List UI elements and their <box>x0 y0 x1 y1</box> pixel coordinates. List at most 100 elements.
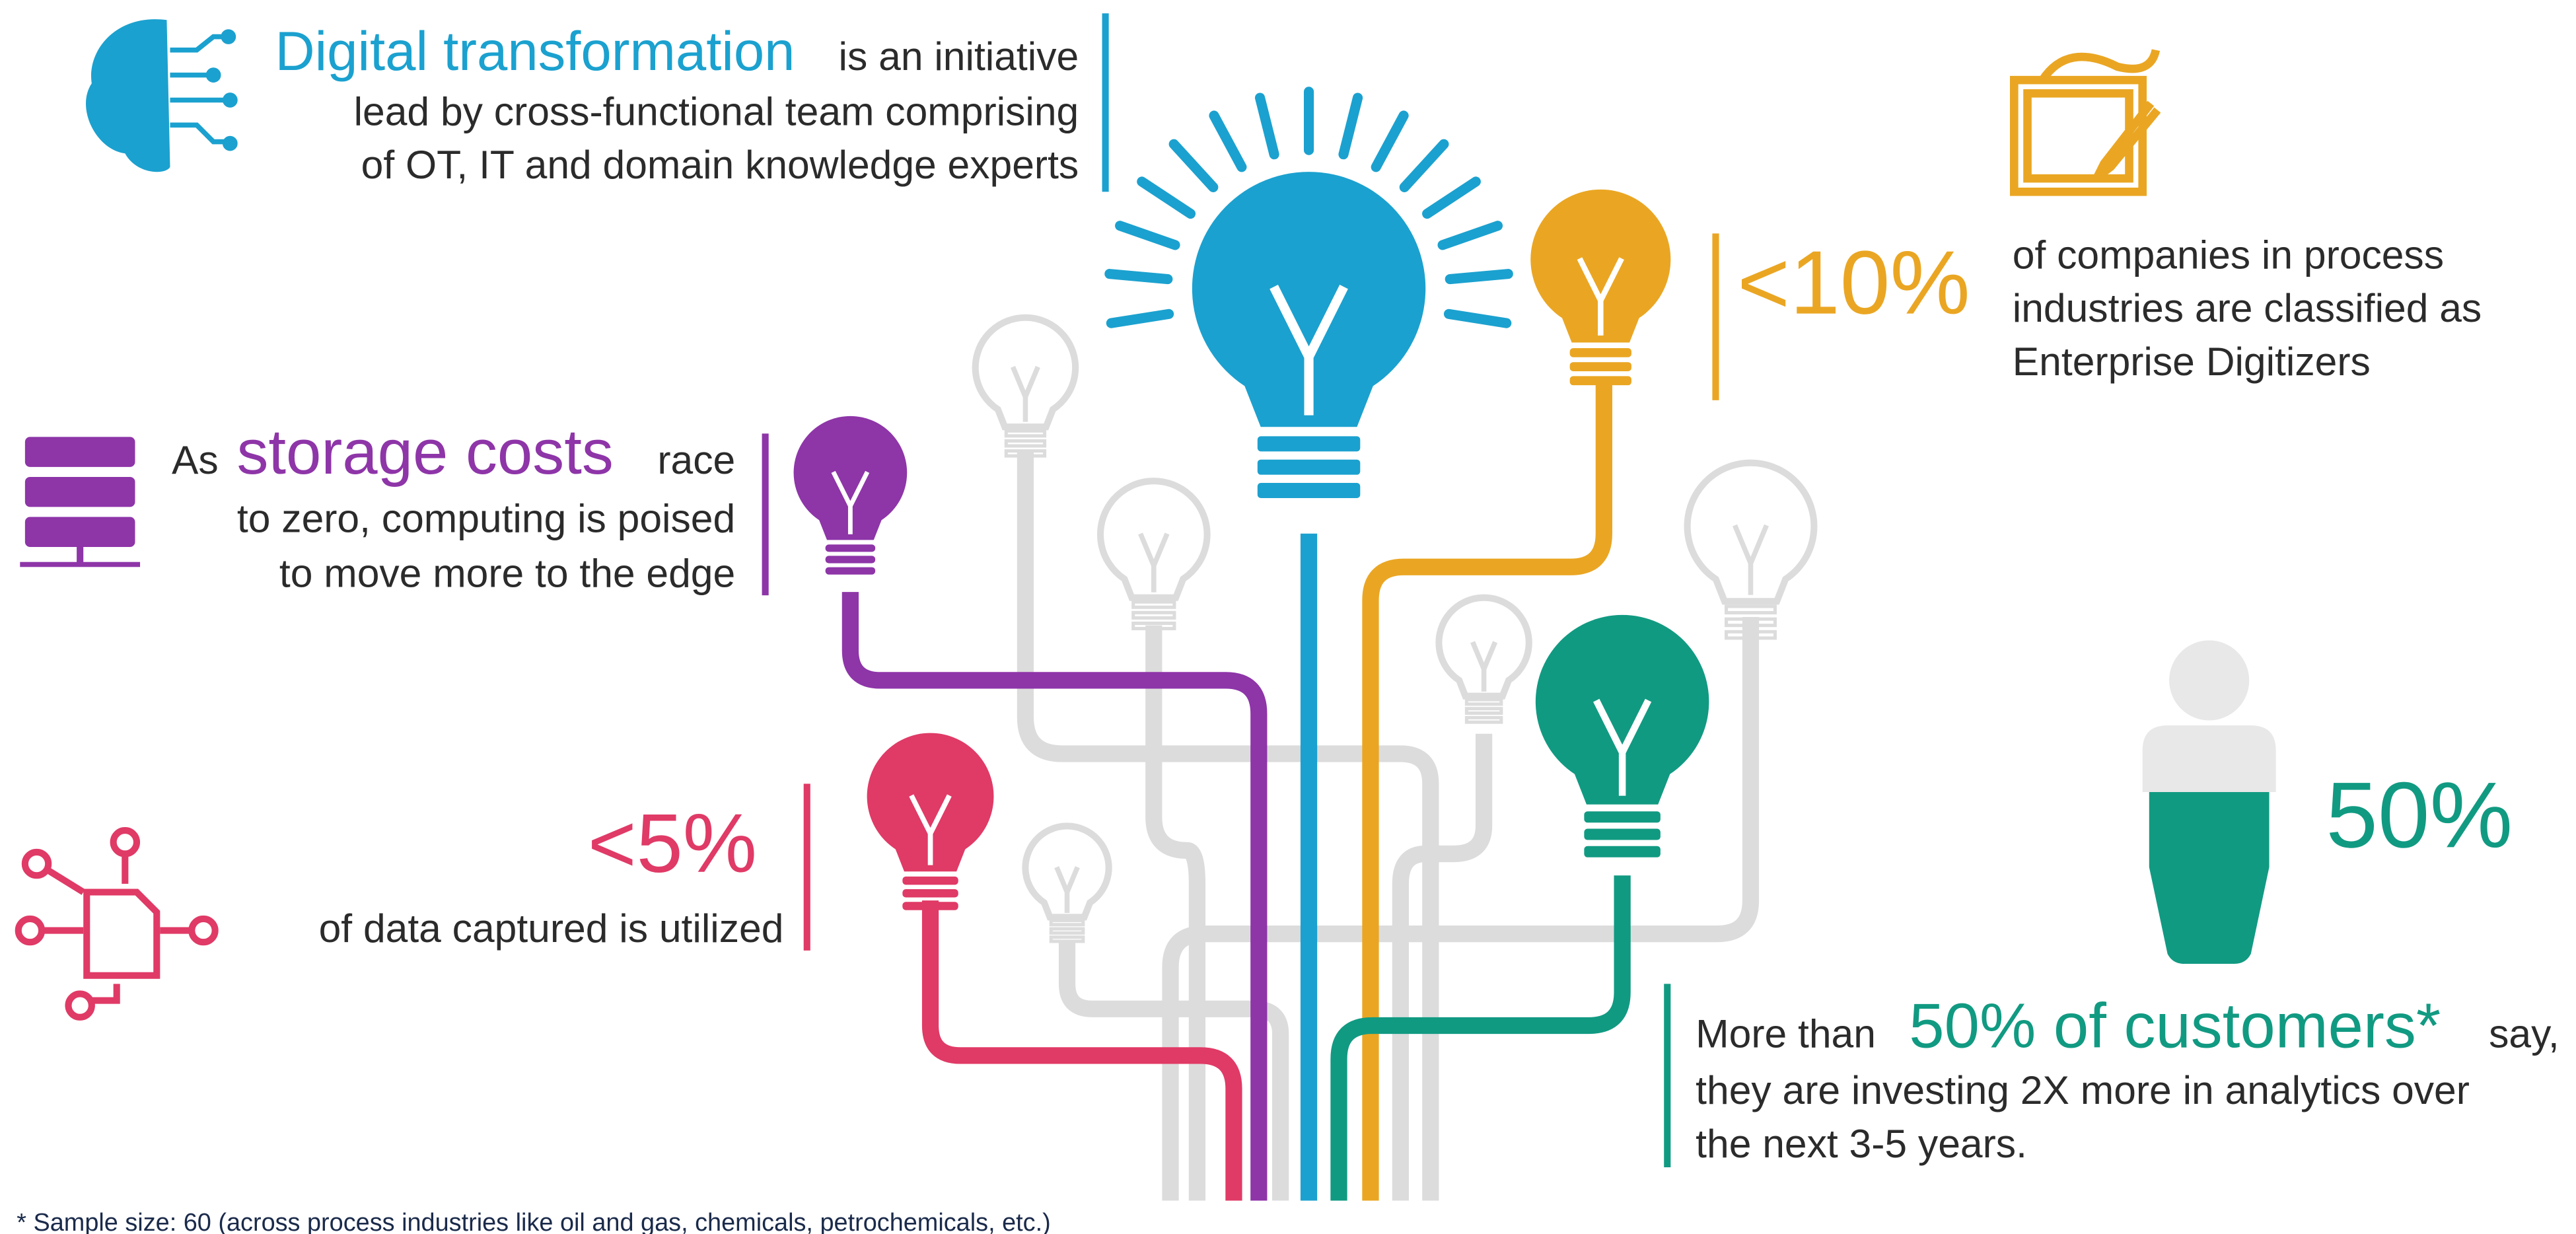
bulb <box>867 733 994 910</box>
bulb-part <box>1022 822 1112 921</box>
ray <box>1443 308 1512 328</box>
bulb-part <box>1270 285 1348 416</box>
bulb-part <box>1011 365 1040 422</box>
bulb-part <box>1464 707 1503 715</box>
wire <box>1145 625 1206 1201</box>
bulb <box>793 416 908 575</box>
ray <box>1422 176 1481 219</box>
wire <box>1058 942 1289 1201</box>
bulb-part <box>1131 600 1176 609</box>
bulb-part <box>1733 524 1769 595</box>
bulbs <box>793 87 1818 943</box>
bulb-part <box>1584 846 1661 857</box>
bulb-part <box>825 567 876 575</box>
bulb-part <box>1004 429 1047 438</box>
bulb-part <box>1096 478 1211 601</box>
bulb-part <box>902 876 958 885</box>
bulb-part <box>1577 257 1624 336</box>
ray <box>1104 269 1173 285</box>
bulb-part <box>1569 347 1631 357</box>
bulb <box>1192 172 1426 499</box>
bulb-part <box>1004 449 1047 458</box>
text-line: the next 3-5 years. <box>1696 1121 2027 1166</box>
brain-icon <box>86 19 238 172</box>
highlight: Digital transformation <box>275 20 795 82</box>
bulb-part <box>1535 614 1709 805</box>
text-line: say, <box>2489 1011 2559 1056</box>
ray <box>1254 92 1279 160</box>
text-line: is an initiative <box>839 34 1079 79</box>
bulb-part <box>1049 918 1085 927</box>
bulb-part <box>1131 610 1176 620</box>
bulb-part <box>1725 630 1777 640</box>
bulb <box>1530 189 1671 386</box>
bulb-part <box>1257 483 1361 499</box>
ray <box>1137 176 1196 219</box>
data-icon <box>15 827 219 1021</box>
bulb-part <box>1192 172 1426 427</box>
bulb-part <box>1131 621 1176 631</box>
bulb-part <box>1464 698 1503 706</box>
bulb-part <box>825 556 876 563</box>
text-line: of data captured is utilized <box>319 906 784 951</box>
text-line: Enterprise Digitizers <box>2013 339 2371 384</box>
wire <box>1017 450 1439 1201</box>
bulb-part <box>825 544 876 552</box>
text-line: industries are classified as <box>2013 285 2482 330</box>
wire <box>1392 733 1493 1201</box>
bulb-part <box>1257 436 1361 452</box>
ray <box>1338 92 1363 160</box>
wire <box>1362 383 1612 1201</box>
text-prefix: As <box>172 437 219 482</box>
bulb-part <box>1530 189 1671 343</box>
text-prefix: More than <box>1696 1011 1876 1056</box>
bulb-part <box>1464 715 1503 724</box>
bulb <box>972 314 1079 458</box>
bulb-part <box>1138 532 1170 593</box>
bulb-part <box>1584 828 1661 840</box>
text-line: to move more to the edge <box>279 551 735 596</box>
divider <box>1102 13 1109 192</box>
divider <box>1712 233 1719 400</box>
bulb-part <box>972 314 1079 431</box>
bulb-part <box>1569 376 1631 386</box>
bulb-part <box>1584 811 1661 823</box>
bulb-part <box>1054 866 1080 914</box>
storage-icon <box>20 437 141 567</box>
wire <box>921 900 1242 1201</box>
wires <box>841 383 1760 1201</box>
bulb-part <box>1435 594 1532 700</box>
bulb-part <box>902 902 958 910</box>
wire <box>1330 875 1631 1201</box>
bulb <box>1435 594 1532 724</box>
bulb-part <box>1470 641 1498 692</box>
stat: <5% <box>588 797 757 890</box>
ray <box>1437 221 1503 250</box>
person-icon <box>2142 640 2276 964</box>
bulb-part <box>902 889 958 898</box>
bulb <box>1684 459 1818 640</box>
divider <box>1664 984 1671 1168</box>
ray <box>1445 269 1513 285</box>
ray <box>1209 110 1247 172</box>
highlight: 50% of customers* <box>1909 990 2441 1061</box>
bulb <box>1096 478 1211 631</box>
bulb <box>1535 614 1709 857</box>
bulb-part <box>1593 698 1652 796</box>
bulb <box>1022 822 1112 943</box>
text-line: they are investing 2X more in analytics … <box>1696 1068 2470 1112</box>
ray <box>1168 139 1219 192</box>
bulb-part <box>831 470 870 534</box>
ray <box>1399 139 1449 192</box>
bulb-part <box>1725 617 1777 628</box>
divider <box>762 433 769 596</box>
bulb-part <box>1049 935 1085 943</box>
text-line: to zero, computing is poised <box>237 495 735 540</box>
bulb-part <box>1004 439 1047 448</box>
text-line: of OT, IT and domain knowledge experts <box>361 142 1079 187</box>
bulb-part <box>1569 362 1631 371</box>
bulb-part <box>867 733 994 872</box>
text-line: lead by cross-functional team comprising <box>354 89 1079 133</box>
stat: 50% <box>2326 762 2513 867</box>
